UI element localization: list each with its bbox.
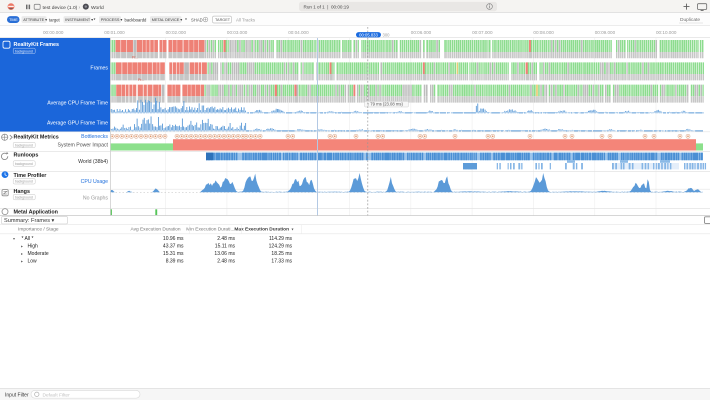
svg-text:▸: ▸ (21, 251, 23, 256)
svg-text:Min Execution Durati...: Min Execution Durati... (186, 227, 234, 233)
svg-text:backboardd: backboardd (125, 17, 148, 22)
svg-text:Time Profiler: Time Profiler (14, 173, 48, 179)
svg-text:124.29 ms: 124.29 ms (269, 244, 293, 250)
svg-text:World (38b4): World (38b4) (78, 159, 108, 165)
svg-text:00:09.000: 00:09.000 (595, 30, 616, 35)
svg-text:00:00.000: 00:00.000 (43, 30, 64, 35)
svg-text:SHAD: SHAD (191, 17, 203, 22)
svg-text:▸: ▸ (21, 258, 23, 263)
svg-text:▾: ▾ (292, 226, 294, 231)
svg-text:15.11 ms: 15.11 ms (215, 244, 236, 250)
svg-text:00:03.000: 00:03.000 (227, 30, 248, 35)
svg-text:test device (1.0): test device (1.0) (43, 5, 78, 11)
svg-text:System Power Impact: System Power Impact (58, 143, 109, 149)
svg-text:Max Execution Duration: Max Execution Duration (234, 227, 289, 233)
svg-text:World: World (91, 5, 104, 11)
svg-text:00:07.000: 00:07.000 (472, 30, 493, 35)
svg-text:Average CPU Frame Time: Average CPU Frame Time (47, 101, 108, 107)
svg-text:›: › (79, 5, 81, 11)
svg-text:Run 1 of 1 | 00:00:19: Run 1 of 1 | 00:00:19 (304, 5, 350, 10)
svg-text:Pr...: Pr... (132, 56, 138, 60)
svg-text:INSTRUMENT ▾: INSTRUMENT ▾ (65, 18, 93, 22)
svg-text:Hangs: Hangs (14, 189, 30, 195)
svg-text:background: background (15, 162, 33, 166)
svg-text:Default Filter: Default Filter (43, 392, 71, 398)
svg-text:114.29 ms: 114.29 ms (269, 236, 292, 242)
svg-text:00:01.000: 00:01.000 (104, 30, 125, 35)
svg-text:No Graphs: No Graphs (83, 196, 108, 202)
svg-text:▾: ▾ (13, 236, 15, 241)
svg-text:Bottlenecks: Bottlenecks (81, 134, 108, 140)
svg-text:18.25 ms: 18.25 ms (271, 251, 292, 257)
svg-text:TARGET: TARGET (215, 18, 231, 22)
svg-text:* All *: * All * (22, 236, 34, 242)
svg-text:00:04.000: 00:04.000 (288, 30, 309, 35)
svg-text:8.39 ms: 8.39 ms (166, 259, 184, 265)
svg-text:43.37 ms: 43.37 ms (163, 244, 184, 250)
svg-text:background: background (15, 180, 33, 184)
svg-text:METAL DEVICE ▾: METAL DEVICE ▾ (152, 18, 182, 22)
svg-text:15.31 ms: 15.31 ms (163, 251, 184, 257)
svg-text:background: background (15, 143, 33, 147)
svg-text:2.48 ms: 2.48 ms (217, 236, 235, 242)
svg-text:00:06.000: 00:06.000 (411, 30, 432, 35)
svg-text:Low: Low (28, 259, 38, 265)
svg-text:Duplicate: Duplicate (680, 17, 700, 23)
svg-text:All Tracks: All Tracks (236, 17, 256, 22)
svg-text:17.33 ms: 17.33 ms (271, 259, 292, 265)
svg-text:TIME: TIME (9, 18, 18, 22)
svg-text:300: 300 (383, 32, 391, 37)
svg-text:Input Filter: Input Filter (5, 392, 29, 398)
svg-text:background: background (15, 49, 33, 53)
svg-text:Summary: Frames ▾: Summary: Frames ▾ (4, 218, 55, 224)
svg-text:Metal Application: Metal Application (14, 209, 58, 215)
svg-text:00:02.000: 00:02.000 (166, 30, 187, 35)
svg-text:00:10.000: 00:10.000 (656, 30, 677, 35)
svg-text:PROCESS ▾: PROCESS ▾ (101, 18, 123, 22)
svg-text:*: * (185, 18, 187, 24)
svg-text:High: High (28, 244, 39, 250)
svg-text:Importance / Stage: Importance / Stage (18, 227, 59, 233)
svg-text:2.48 ms: 2.48 ms (217, 259, 235, 265)
svg-text:Moderate: Moderate (28, 251, 49, 257)
svg-text:↕ 79 ms (23.08 ms): ↕ 79 ms (23.08 ms) (367, 102, 403, 107)
svg-text:13.06 ms: 13.06 ms (214, 251, 235, 257)
svg-text:▸: ▸ (21, 243, 23, 248)
svg-text:Runloops: Runloops (14, 153, 39, 159)
svg-text:Avg Execution Duration: Avg Execution Duration (130, 227, 180, 233)
svg-text:Frames: Frames (90, 65, 108, 71)
svg-text:00:05.833: 00:05.833 (359, 32, 378, 37)
svg-text:ATTRIBUTE ▾: ATTRIBUTE ▾ (23, 18, 47, 22)
svg-text:RealityKit Frames: RealityKit Frames (14, 42, 60, 48)
svg-text:RealityKit Metrics: RealityKit Metrics (14, 135, 59, 141)
svg-text:Average GPU Frame Time: Average GPU Frame Time (47, 121, 108, 127)
svg-text:background: background (15, 196, 33, 200)
svg-text:target: target (49, 17, 61, 22)
svg-text:CPU Usage: CPU Usage (81, 179, 109, 185)
svg-text:00:08.000: 00:08.000 (533, 30, 554, 35)
svg-text:Pr...: Pr... (138, 78, 144, 82)
svg-text:10.96 ms: 10.96 ms (163, 236, 184, 242)
svg-text:*: * (94, 18, 96, 24)
